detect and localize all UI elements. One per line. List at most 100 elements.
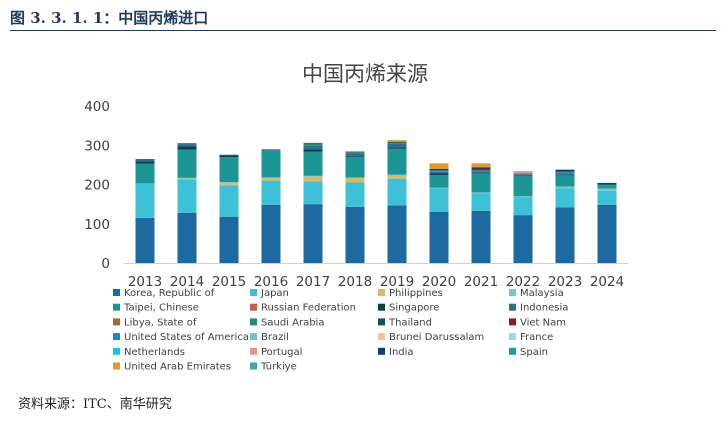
y-tick-label: 300 [84,138,110,154]
bar-segment [261,180,281,205]
y-tick-label: 200 [84,178,110,194]
legend-label: Brunei Darussalam [389,332,484,343]
bar-segment [345,157,365,178]
x-tick-label: 2022 [506,274,540,290]
figure-source: 资料来源：ITC、南华研究 [18,397,172,412]
bar-segment [303,145,323,150]
legend-swatch [113,289,120,296]
bar-segment [387,141,407,143]
bar-segment [303,175,323,177]
x-tick-label: 2015 [212,274,246,290]
bar-segment [513,171,533,174]
legend-swatch [250,303,257,311]
bar-segment [261,177,281,179]
x-tick-label: 2019 [380,274,414,290]
legend-swatch [250,362,257,370]
legend-swatch [113,362,120,370]
bar-segment [345,156,365,158]
bar-segment [135,161,155,164]
bar-segment [387,174,407,176]
legend-label: India [389,347,414,358]
legend-swatch [509,289,516,296]
bar-segment [345,153,365,157]
bar-segment [387,175,407,179]
legend-label: Netherlands [124,347,185,358]
bar-segment [345,177,365,178]
bar-segment [387,147,407,149]
bar-segment [387,140,407,142]
bar-segment [471,193,491,211]
bar-segment [597,182,617,185]
bar-segment [555,169,575,170]
bar-segment [429,170,449,172]
bar-segment [177,212,197,263]
bar-segment [471,163,491,168]
bar-segment [135,217,155,263]
bar-segment [261,150,281,178]
bar-segment [219,185,239,217]
bar-segment [513,173,533,175]
legend-swatch [378,289,385,296]
x-tick-label: 2021 [464,274,498,290]
bar-segment [177,177,197,179]
bar-segment [597,188,617,191]
legend-label: Indonesia [520,303,568,314]
bar-segment [177,143,197,145]
bar-segment [429,211,449,263]
bar-segment [429,188,449,212]
bar-segment [345,152,365,154]
bar-segment [219,155,239,158]
legend-label: Thailand [388,317,432,328]
legend-swatch [113,347,120,355]
bar-segment [177,144,197,147]
bar-segment [387,178,407,206]
bar-segment [303,204,323,263]
legend-swatch [113,303,120,311]
legend-swatch [509,303,516,311]
bar-segment [555,171,575,173]
bar-segment [345,177,365,183]
bar-segment [513,197,533,216]
bar-segment [303,142,323,144]
bar-segment [555,188,575,208]
legend-swatch [509,347,516,355]
legend-label: France [520,332,553,343]
bar-segment [219,182,239,186]
legend-label: Portugal [261,347,302,358]
bar-segment [387,143,407,148]
bar-segment [177,149,197,178]
legend-label: Korea, Republic of [124,288,215,299]
legend-label: Singapore [389,303,439,314]
legend-label: Russian Federation [261,303,356,314]
legend-label: Malaysia [520,288,564,299]
bar-segment [303,176,323,182]
bar-segment [303,151,323,176]
legend-swatch [509,318,516,326]
bar-segment [471,169,491,171]
legend-swatch [378,318,385,326]
bar-segment [387,148,407,175]
legend-swatch [250,333,257,341]
bar-segment [555,186,575,189]
bar-segment [555,173,575,176]
bar-segment [135,183,155,218]
bar-segment [387,205,407,263]
bar-segment [261,204,281,263]
bar-segment [219,157,239,183]
bar-segment [429,173,449,176]
bar-segment [303,143,323,146]
legend-swatch [250,318,257,326]
bar-segment [555,169,575,172]
legend-swatch [378,303,385,311]
x-tick-label: 2017 [296,274,330,290]
bar-segment [345,182,365,207]
bar-segment [303,149,323,152]
bar-segment [513,215,533,263]
bar-segment [219,182,239,183]
bar-segment [471,167,491,170]
legend-label: Brazil [261,332,289,343]
bar-segment [429,171,449,172]
figure-label: 图 3. 3. 1. 1：中国丙烯进口 [10,9,209,27]
legend-label: United Arab Emirates [124,362,231,373]
